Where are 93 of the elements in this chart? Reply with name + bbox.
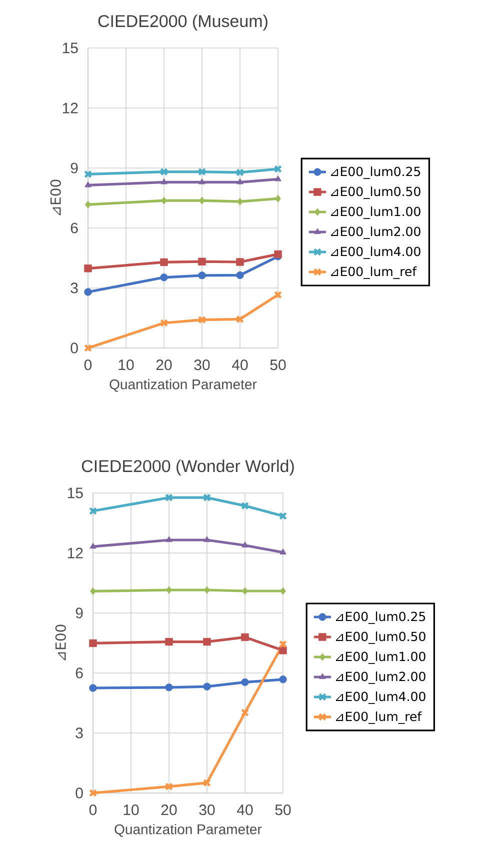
point — [241, 633, 249, 642]
point — [241, 678, 249, 686]
point — [236, 178, 244, 184]
x-tick-label: 20 — [161, 804, 177, 816]
point — [204, 536, 210, 542]
y-tick-label: 9 — [70, 162, 78, 174]
x-tick-label: 0 — [89, 804, 97, 816]
legend-label: ⊿E00_lum2.00 — [330, 226, 420, 239]
x-axis-title: Quantization Parameter — [110, 379, 257, 392]
point — [279, 646, 287, 654]
point — [237, 198, 243, 206]
legend-label: ⊿E00_lum0.25 — [336, 611, 426, 624]
x-tick-label: 10 — [118, 360, 134, 370]
y-tick-label: 15 — [62, 42, 78, 54]
y-tick-label: 6 — [76, 668, 83, 678]
legend-label: ⊿E00_lum4.00 — [336, 691, 426, 704]
point — [160, 168, 168, 176]
point — [198, 316, 206, 324]
point — [274, 175, 282, 182]
legend-label: ⊿E00_lum0.50 — [330, 186, 420, 199]
chart-title: CIEDE2000 (Museum) — [98, 14, 268, 30]
point — [164, 494, 174, 502]
point — [203, 682, 211, 690]
point — [90, 542, 96, 549]
point — [161, 196, 167, 204]
y-tick-label: 0 — [76, 788, 83, 798]
point — [242, 542, 248, 548]
point — [89, 684, 97, 692]
legend-label: ⊿E00_lum_ref — [336, 711, 422, 724]
x-tick-label: 30 — [199, 804, 215, 816]
y-tick-label: 12 — [62, 102, 78, 114]
point — [90, 587, 96, 596]
y-axis-title: ⊿E00 — [55, 624, 66, 660]
point — [198, 272, 206, 280]
x-tick-label: 40 — [232, 360, 248, 370]
point — [89, 639, 97, 648]
point — [164, 782, 174, 791]
point — [165, 638, 173, 646]
legend-label: ⊿E00_lum0.25 — [330, 166, 420, 179]
x-tick-label: 20 — [156, 360, 172, 370]
x-tick-label: 0 — [84, 360, 92, 370]
x-tick-label: 40 — [236, 804, 253, 816]
legend-label: ⊿E00_lum4.00 — [330, 246, 420, 259]
x-axis-title: Quantization Parameter — [114, 824, 262, 837]
x-tick-label: 30 — [194, 360, 210, 370]
point — [198, 178, 206, 184]
legend-label: ⊿E00_lum1.00 — [336, 651, 426, 664]
point — [236, 315, 244, 324]
point — [280, 548, 286, 554]
point — [279, 676, 287, 684]
point — [84, 264, 92, 272]
point — [160, 274, 168, 282]
x-tick-label: 50 — [275, 804, 291, 816]
point — [166, 586, 172, 594]
point — [160, 178, 168, 184]
chart-title: CIEDE2000 (Wonder World) — [82, 460, 294, 476]
point — [240, 708, 250, 717]
point — [275, 194, 281, 202]
legend-label: ⊿E00_lum0.50 — [336, 631, 426, 644]
point — [84, 288, 92, 296]
x-tick-label: 10 — [124, 804, 139, 816]
y-tick-label: 12 — [68, 548, 83, 558]
point — [236, 258, 244, 266]
point — [165, 684, 173, 692]
point — [85, 200, 91, 208]
point — [84, 181, 92, 188]
point — [242, 587, 248, 595]
point — [274, 250, 282, 258]
legend-label: ⊿E00_lum1.00 — [330, 206, 420, 219]
legend-label: ⊿E00_lum2.00 — [336, 671, 426, 684]
point — [166, 536, 172, 542]
point — [198, 258, 206, 266]
y-tick-label: 15 — [68, 488, 83, 498]
point — [199, 196, 205, 204]
y-tick-label: 0 — [70, 342, 78, 354]
y-tick-label: 3 — [76, 728, 83, 738]
point — [280, 587, 286, 595]
point — [160, 318, 168, 328]
point — [203, 638, 211, 646]
y-tick-label: 6 — [70, 222, 78, 234]
y-axis-title: ⊿E00 — [50, 180, 61, 216]
point — [202, 778, 212, 787]
y-tick-label: 3 — [70, 282, 78, 294]
point — [160, 258, 168, 266]
point — [240, 502, 250, 510]
legend-label: ⊿E00_lum_ref — [330, 266, 417, 279]
y-tick-label: 9 — [76, 608, 83, 618]
point — [198, 168, 206, 176]
x-tick-label: 50 — [270, 360, 286, 370]
point — [236, 168, 244, 176]
point — [202, 494, 212, 502]
point — [204, 586, 210, 594]
point — [236, 271, 244, 280]
